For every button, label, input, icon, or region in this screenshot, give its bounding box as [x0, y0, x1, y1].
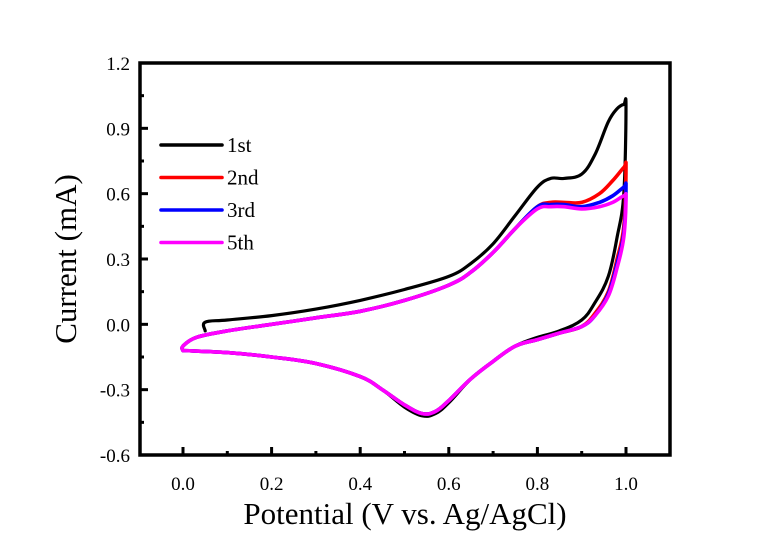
- series-layer: [180, 97, 628, 418]
- y-tick-label: 1.2: [106, 54, 130, 75]
- y-tick-label: 0.9: [106, 119, 130, 140]
- legend-label: 5th: [227, 231, 254, 255]
- legend-item-3rd: 3rd: [159, 198, 255, 222]
- legend-item-5th: 5th: [159, 231, 254, 255]
- x-tick-label: 0.8: [526, 474, 550, 495]
- legend-item-2nd: 2nd: [159, 166, 259, 190]
- legend-label: 2nd: [227, 166, 259, 190]
- y-tick-label: 0.6: [106, 185, 130, 206]
- series-line-5th: [180, 192, 628, 416]
- y-tick-label: 0.3: [106, 250, 130, 271]
- x-tick-label: 0.2: [260, 474, 284, 495]
- plot-frame: [138, 61, 672, 457]
- legend-item-1st: 1st: [159, 133, 252, 157]
- x-axis-title: Potential (V vs. Ag/AgCl): [243, 496, 566, 531]
- x-tick-label: 0.0: [171, 474, 195, 495]
- legend: 1st 2nd 3rd 5th: [159, 133, 259, 255]
- ticks-layer: 0.0 0.2 0.4 0.6 0.8 1.0 -0.6 -0.3 0.0 0.3 0.6 0.9 1.…: [100, 54, 638, 495]
- y-tick-label: -0.3: [100, 381, 130, 402]
- x-tick-label: 1.0: [614, 474, 638, 495]
- legend-label: 3rd: [227, 198, 255, 222]
- x-tick-label: 0.4: [348, 474, 372, 495]
- y-tick-label: 0.0: [106, 315, 130, 336]
- series-line-1st: [181, 97, 628, 418]
- y-axis-title: Current (mA): [48, 174, 83, 344]
- x-tick-label: 0.6: [437, 474, 461, 495]
- y-tick-label: -0.6: [100, 446, 130, 467]
- legend-label: 1st: [227, 133, 252, 157]
